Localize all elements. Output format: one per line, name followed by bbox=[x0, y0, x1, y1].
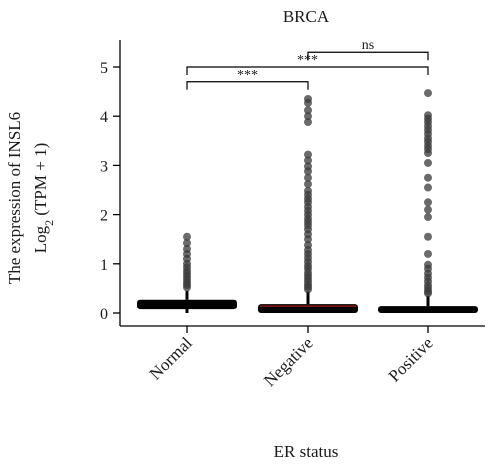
y-axis-label: The expression of INSL6 bbox=[5, 112, 24, 284]
y-axis-label-log: Log bbox=[31, 225, 50, 253]
y-tick-label: 3 bbox=[100, 158, 108, 175]
outlier-point bbox=[424, 158, 432, 167]
y-tick-label: 5 bbox=[100, 60, 108, 77]
plot-area: 0 1 2 3 4 5 Normal Negative Positive *** *** ns bbox=[100, 38, 485, 390]
outlier-point bbox=[424, 249, 432, 258]
y-axis-label-line2: Log2 (TPM + 1) bbox=[31, 143, 56, 254]
chart-title: BRCA bbox=[283, 7, 330, 26]
outlier-point bbox=[304, 173, 312, 182]
outlier-point bbox=[304, 98, 312, 107]
outlier-point bbox=[424, 289, 432, 298]
outlier-point bbox=[304, 150, 312, 159]
significance-label: ns bbox=[362, 38, 374, 53]
outlier-point bbox=[304, 235, 312, 244]
outlier-point bbox=[424, 89, 432, 98]
outlier-point bbox=[304, 112, 312, 121]
significance-bracket bbox=[186, 66, 429, 75]
outlier-point bbox=[183, 283, 191, 292]
outlier-point bbox=[304, 106, 312, 115]
y-tick-label: 1 bbox=[100, 257, 108, 274]
outlier-point bbox=[304, 118, 312, 127]
x-tick-label: Negative bbox=[260, 333, 317, 390]
outlier-point bbox=[304, 167, 312, 176]
outlier-point bbox=[304, 156, 312, 165]
y-tick-label: 0 bbox=[100, 306, 108, 323]
x-axis-label: ER status bbox=[274, 442, 339, 461]
y-axis-label-subscript: 2 bbox=[42, 220, 56, 226]
outlier-point bbox=[183, 232, 191, 241]
outlier-point bbox=[424, 183, 432, 192]
significance-label: *** bbox=[297, 53, 318, 68]
outlier-point bbox=[424, 149, 432, 158]
outlier-point bbox=[424, 232, 432, 241]
x-tick-label: Positive bbox=[385, 333, 437, 385]
significance-bracket bbox=[186, 81, 309, 90]
y-tick-label: 4 bbox=[100, 109, 108, 126]
x-tick-label: Normal bbox=[146, 333, 196, 383]
significance-bracket bbox=[307, 51, 429, 61]
outlier-point bbox=[304, 180, 312, 189]
outlier-point bbox=[424, 213, 432, 222]
outlier-point bbox=[424, 205, 432, 214]
outlier-point bbox=[424, 198, 432, 207]
outlier-point bbox=[304, 285, 312, 294]
outlier-point bbox=[424, 173, 432, 182]
y-tick-label: 2 bbox=[100, 208, 108, 225]
significance-label: *** bbox=[237, 68, 258, 83]
outlier-point bbox=[183, 239, 191, 248]
y-axis-label-unit: (TPM + 1) bbox=[31, 143, 50, 220]
